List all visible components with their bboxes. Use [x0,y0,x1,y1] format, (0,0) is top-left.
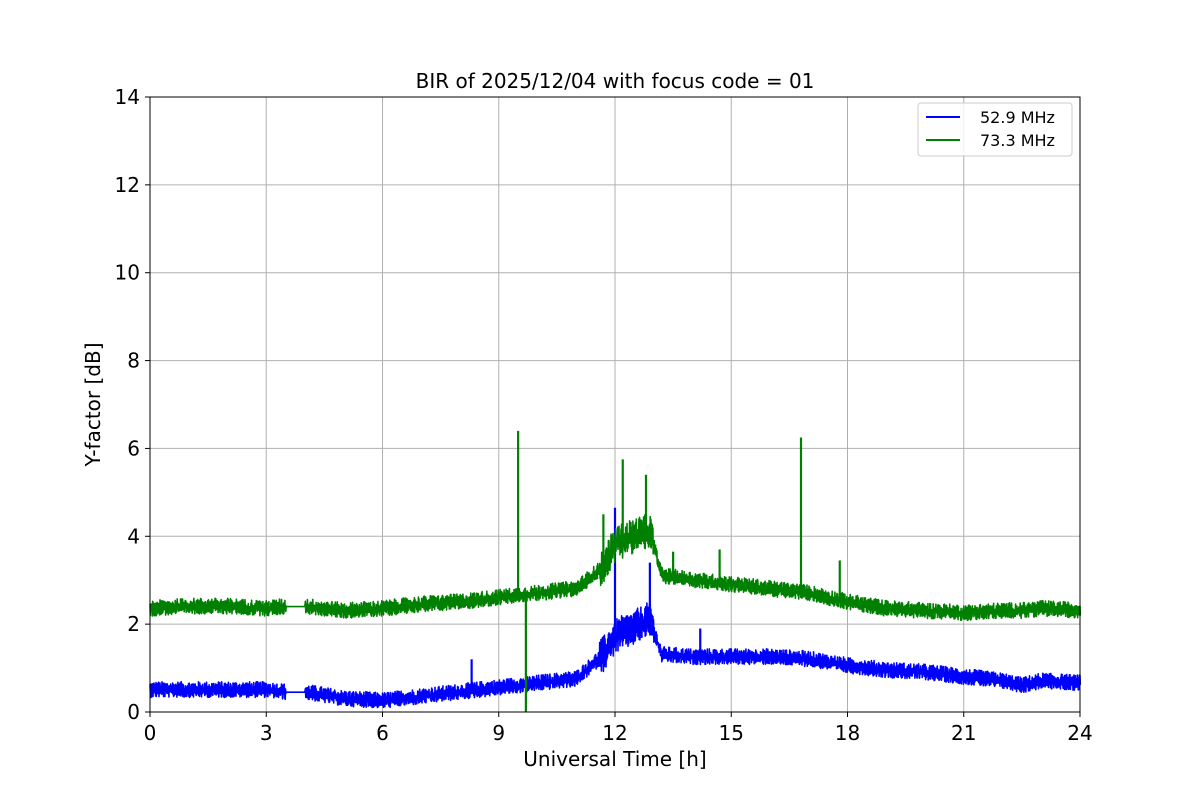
series-line-52-9-mhz [149,601,1082,709]
legend-label-73-3-mhz: 73.3 MHz [980,131,1055,150]
x-tick-label: 3 [260,721,273,745]
y-tick-label: 14 [115,85,140,109]
x-tick-label: 0 [144,721,157,745]
legend-label-52-9-mhz: 52.9 MHz [980,108,1055,127]
x-tick-label: 12 [602,721,627,745]
x-axis-label: Universal Time [h] [523,747,706,771]
chart-title: BIR of 2025/12/04 with focus code = 01 [416,69,815,93]
series-line-73-3-mhz [149,514,1082,622]
y-axis-label: Y-factor [dB] [81,342,105,467]
y-tick-label: 0 [127,700,140,724]
y-tick-label: 10 [115,261,140,285]
y-tick-label: 4 [127,524,140,548]
y-tick-label: 12 [115,173,140,197]
x-tick-label: 18 [835,721,860,745]
x-tick-label: 21 [951,721,976,745]
x-tick-label: 6 [376,721,389,745]
legend: 52.9 MHz 73.3 MHz [917,102,1073,157]
y-tick-label: 8 [127,349,140,373]
x-tick-label: 9 [492,721,505,745]
x-tick-label: 15 [719,721,744,745]
x-tick-label: 24 [1067,721,1092,745]
y-tick-label: 6 [127,436,140,460]
y-tick-label: 2 [127,612,140,636]
series-layer [149,430,1082,712]
